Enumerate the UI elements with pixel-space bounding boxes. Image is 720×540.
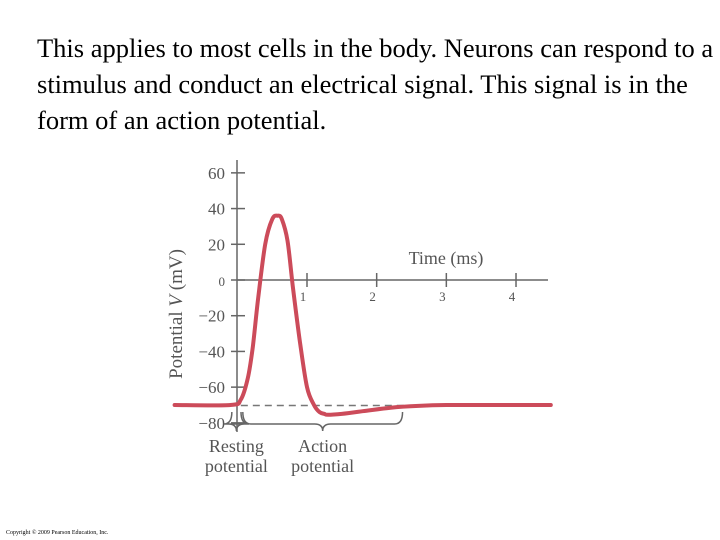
y-tick-label: 20 bbox=[208, 235, 225, 254]
phase-bracket bbox=[223, 411, 250, 432]
chart-labels: Time (ms) Potential V (mV) bbox=[166, 248, 483, 379]
y-tick-label: 40 bbox=[208, 200, 225, 219]
x-tick-label: 3 bbox=[439, 289, 446, 304]
y-tick-label: −60 bbox=[198, 378, 225, 397]
x-axis-label: Time (ms) bbox=[409, 248, 484, 269]
phase-label: potential bbox=[291, 456, 354, 476]
y-tick-label: −20 bbox=[198, 307, 225, 326]
y-tick-label: −40 bbox=[198, 342, 225, 361]
slide-text: This applies to most cells in the body. … bbox=[37, 33, 714, 135]
phase-label: Resting bbox=[209, 436, 264, 456]
y-tick-label: 0 bbox=[219, 274, 226, 289]
x-tick-label: 4 bbox=[509, 289, 516, 304]
phase-label: Action bbox=[298, 436, 347, 456]
x-tick-label: 2 bbox=[369, 289, 376, 304]
y-tick-label: 60 bbox=[208, 164, 225, 183]
chart-ticks: 60 40 20 0 −20 −40 −60 −80 1 2 3 4 bbox=[198, 164, 517, 433]
phase-label: potential bbox=[205, 456, 268, 476]
chart-axes bbox=[236, 160, 548, 432]
copyright-notice: Copyright © 2009 Pearson Education, Inc. bbox=[6, 530, 109, 536]
y-axis-label: Potential V (mV) bbox=[166, 249, 187, 379]
phase-bracket bbox=[242, 411, 404, 432]
y-tick-label: −80 bbox=[198, 414, 225, 433]
x-tick-label: 1 bbox=[300, 289, 307, 304]
series-line bbox=[172, 213, 553, 417]
